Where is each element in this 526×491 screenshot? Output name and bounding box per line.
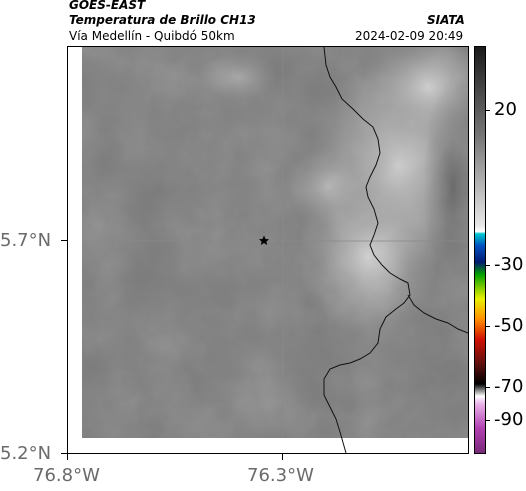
lon-label: 76.3°W <box>247 465 314 486</box>
lat-tick <box>61 453 67 454</box>
colorbar-label: -90 <box>494 409 524 430</box>
lon-tick <box>282 454 283 460</box>
colorbar-label: -50 <box>494 315 524 336</box>
satellite-title: GOES-EAST <box>69 0 146 12</box>
satellite-map <box>67 46 469 454</box>
colorbar-tick <box>486 110 490 111</box>
colorbar-tick <box>486 326 490 327</box>
department-border-east <box>407 294 468 334</box>
colorbar-label: 20 <box>494 99 517 120</box>
lon-label: 76.8°W <box>33 465 100 486</box>
colorbar-gradient <box>475 47 485 453</box>
brightness-temperature-image <box>68 47 468 453</box>
source-label: SIATA <box>427 13 465 27</box>
colorbar-tick <box>486 387 490 388</box>
colorbar-tick <box>486 420 490 421</box>
colorbar <box>474 46 486 454</box>
datetime-label: 2024-02-09 20:49 <box>355 29 464 43</box>
region-label: Vía Medellín - Quibdó 50km <box>69 29 235 43</box>
colorbar-label: -70 <box>494 376 524 397</box>
lat-label: 5.2°N <box>0 443 52 464</box>
department-border <box>323 47 411 453</box>
star-marker <box>259 235 269 245</box>
colorbar-label: -30 <box>494 254 524 275</box>
colorbar-tick <box>486 265 490 266</box>
lat-tick <box>61 240 67 241</box>
lat-label: 5.7°N <box>0 230 52 251</box>
product-title: Temperatura de Brillo CH13 <box>69 13 256 27</box>
lon-tick <box>67 454 68 460</box>
